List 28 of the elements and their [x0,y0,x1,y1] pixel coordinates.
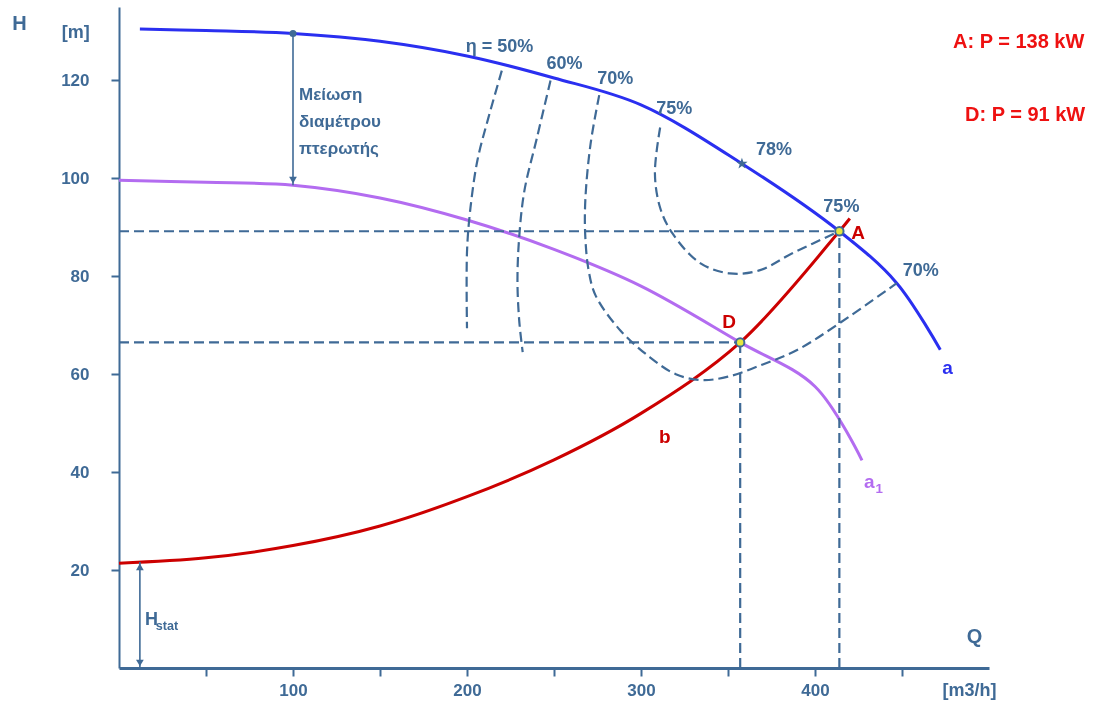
y-tick-label: 20 [70,560,90,580]
annotation: 75% [823,196,860,217]
y-tick-label: 120 [61,70,90,90]
annotation: η = 50% [465,35,534,56]
annotation: A: P = 138 kW [953,30,1085,52]
y-tick-label: 80 [70,266,90,286]
annotation: D [722,311,736,333]
y-tick-label: 40 [70,462,90,482]
series-label: a [942,356,954,378]
text: [m] [61,22,90,42]
y-axis-title: H [12,11,27,34]
annotation: 75% [656,98,693,119]
x-tick-label: 200 [453,680,482,700]
y-tick-label: 60 [70,364,90,384]
y-tick-label: 100 [61,168,90,188]
x-tick-label: 400 [801,680,830,700]
annotation: Μείωση διαμέτρου πτερωτής [299,85,382,159]
annotation: A [851,222,866,244]
series-label: b [659,426,671,448]
x-tick-label: 100 [279,680,308,700]
annotation: 78% [755,138,792,159]
annotation: 60% [546,53,583,74]
annotation: 70% [597,68,634,89]
x-axis-title: Q [966,624,983,647]
annotation: 70% [902,260,939,281]
x-tick-label: 300 [627,680,656,700]
text: [m3/h] [942,680,997,700]
annotation: D: P = 91 kW [965,103,1086,125]
